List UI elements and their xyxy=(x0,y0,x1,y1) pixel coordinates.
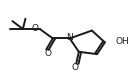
Text: N: N xyxy=(66,33,72,42)
Text: O: O xyxy=(71,63,78,72)
Text: O: O xyxy=(44,49,51,58)
Text: OH: OH xyxy=(115,37,129,46)
Text: O: O xyxy=(31,24,38,33)
